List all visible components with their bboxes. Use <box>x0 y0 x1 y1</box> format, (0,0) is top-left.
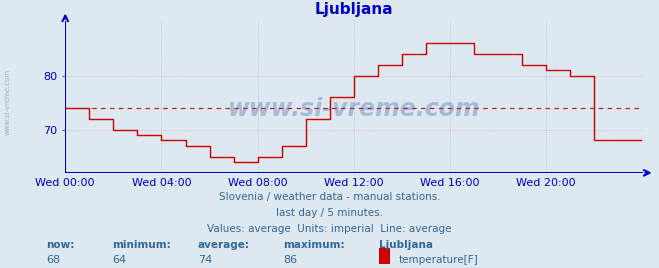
Text: 86: 86 <box>283 255 297 265</box>
Text: minimum:: minimum: <box>112 240 171 250</box>
Text: www.si-vreme.com: www.si-vreme.com <box>227 97 480 121</box>
Text: temperature[F]: temperature[F] <box>399 255 478 265</box>
Text: last day / 5 minutes.: last day / 5 minutes. <box>276 208 383 218</box>
Text: 68: 68 <box>46 255 60 265</box>
Text: 74: 74 <box>198 255 212 265</box>
Text: Values: average  Units: imperial  Line: average: Values: average Units: imperial Line: av… <box>207 224 452 234</box>
Text: Ljubljana: Ljubljana <box>379 240 433 250</box>
Text: average:: average: <box>198 240 250 250</box>
Text: Slovenia / weather data - manual stations.: Slovenia / weather data - manual station… <box>219 192 440 202</box>
Text: maximum:: maximum: <box>283 240 345 250</box>
Title: Ljubljana: Ljubljana <box>314 2 393 17</box>
Text: www.si-vreme.com: www.si-vreme.com <box>5 69 11 135</box>
Text: 64: 64 <box>112 255 126 265</box>
Text: now:: now: <box>46 240 74 250</box>
